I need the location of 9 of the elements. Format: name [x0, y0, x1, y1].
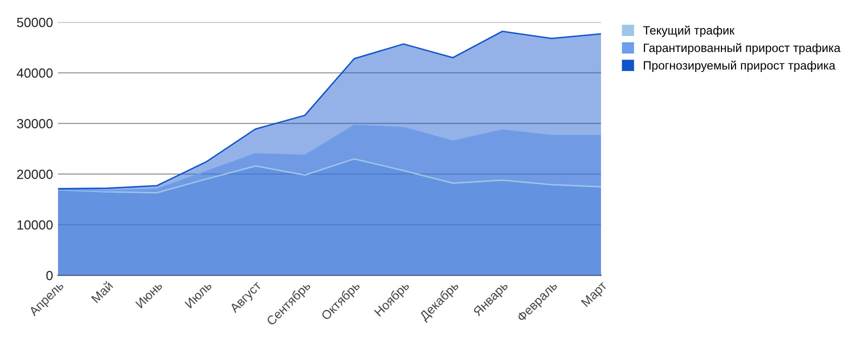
legend-label: Прогнозируемый прирост трафика — [644, 60, 836, 72]
legend-label: Текущий трафик — [643, 26, 735, 37]
y-tick-label: 50000 — [17, 18, 53, 28]
y-tick-label: 40000 — [16, 68, 53, 78]
y-tick-label: 20000 — [17, 170, 53, 179]
y-tick-label: 30000 — [16, 119, 53, 128]
y-tick-label: 0 — [46, 270, 53, 280]
y-tick-label: 10000 — [17, 220, 53, 230]
legend-label: Гарантированный прирост трафика — [644, 43, 841, 54]
